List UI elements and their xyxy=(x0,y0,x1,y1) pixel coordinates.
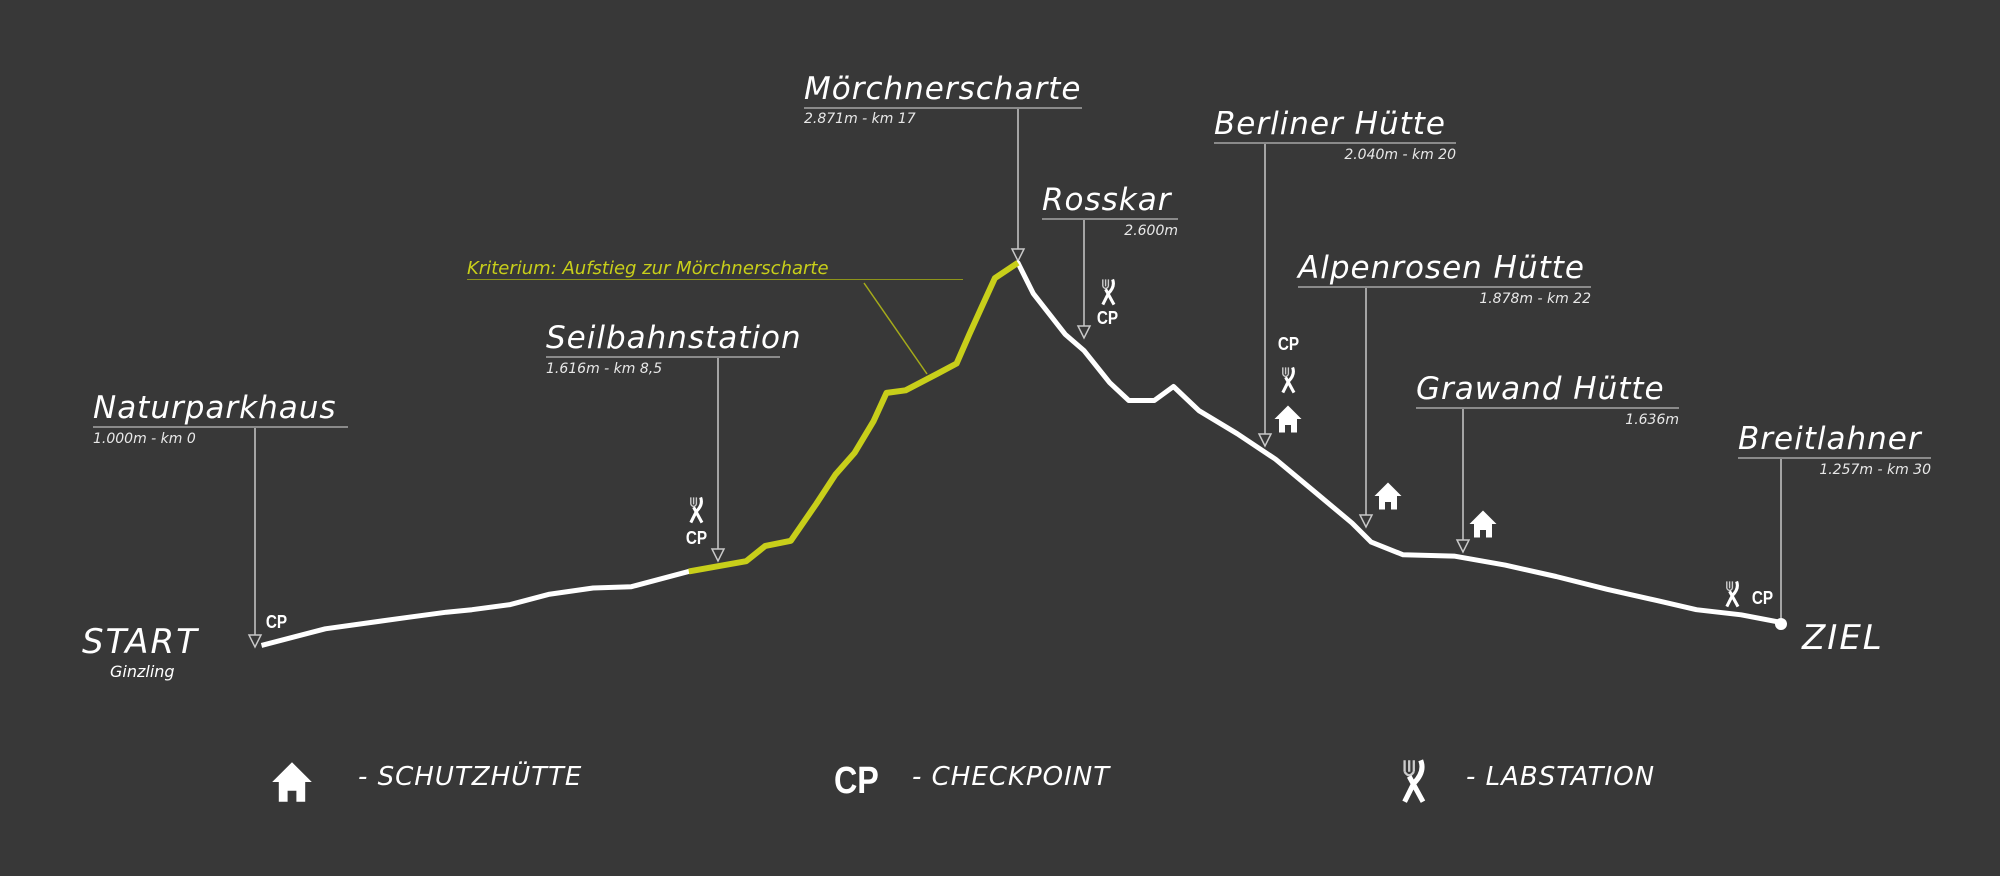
criterion-label: Kriterium: Aufstieg zur Mörchnerscharte xyxy=(467,258,963,280)
waypoint-moerchnerscharte: Mörchnerscharte xyxy=(804,71,1082,109)
legend-label-labstation: - LABSTATION xyxy=(1466,762,1656,792)
waypoint-breitlahner: Breitlahner xyxy=(1738,422,1931,459)
house-icon xyxy=(1468,509,1498,543)
legend-label-schutzhuette: - SCHUTZHÜTTE xyxy=(358,762,583,792)
waypoint-grawand-huette: Grawand Hütte xyxy=(1416,372,1679,409)
waypoint-info: 2.600m xyxy=(1124,223,1178,239)
start-place: Ginzling xyxy=(110,662,175,681)
criterion-leader-line xyxy=(863,282,928,375)
waypoint-rosskar: Rosskar xyxy=(1042,183,1178,220)
waypoint-naturparkhaus: Naturparkhaus xyxy=(93,391,348,428)
arrowhead xyxy=(710,548,726,563)
checkpoint-mark: CP xyxy=(1096,308,1119,328)
waypoint-leader-lines xyxy=(247,108,1782,649)
arrowhead xyxy=(1076,325,1092,340)
fork-knife-icon xyxy=(1724,580,1741,612)
fork-knife-icon xyxy=(688,496,705,528)
waypoint-berliner-huette: Berliner Hütte xyxy=(1214,107,1456,144)
checkpoint-mark: CP xyxy=(685,528,708,548)
waypoint-info: 2.871m - km 17 xyxy=(804,111,916,127)
fork-knife-icon xyxy=(1100,278,1117,310)
legend-label-checkpoint: - CHECKPOINT xyxy=(912,762,1111,792)
waypoint-info: 1.878m - km 22 xyxy=(1479,291,1591,307)
waypoint-info: 1.636m xyxy=(1625,412,1679,428)
legend-cp-icon: CP xyxy=(833,760,879,802)
start-label: START xyxy=(82,622,199,662)
legend-fork-knife-icon xyxy=(1400,758,1428,808)
house-icon xyxy=(1273,404,1303,438)
profile-line xyxy=(260,260,1782,648)
finish-label: ZIEL xyxy=(1802,618,1884,658)
arrowhead xyxy=(1010,248,1026,263)
arrowhead xyxy=(1358,514,1374,529)
fork-knife-icon xyxy=(1280,366,1297,398)
checkpoint-mark: CP xyxy=(1751,588,1774,608)
house-icon xyxy=(1373,481,1403,515)
waypoint-info: 1.616m - km 8,5 xyxy=(546,361,663,377)
legend-house-icon xyxy=(270,760,314,808)
checkpoint-mark: CP xyxy=(265,612,288,632)
arrowhead xyxy=(247,634,263,649)
arrowhead xyxy=(1257,433,1273,448)
criterion-profile-segment xyxy=(688,260,1020,575)
finish-dot xyxy=(1775,618,1787,630)
checkpoint-mark: CP xyxy=(1277,334,1300,354)
waypoint-seilbahnstation: Seilbahnstation xyxy=(546,320,802,358)
waypoint-info: 1.257m - km 30 xyxy=(1819,462,1931,478)
waypoint-info: 1.000m - km 0 xyxy=(93,431,196,447)
arrowhead xyxy=(1455,539,1471,554)
waypoint-alpenrosen-huette: Alpenrosen Hütte xyxy=(1298,251,1591,288)
waypoint-info: 2.040m - km 20 xyxy=(1344,147,1456,163)
